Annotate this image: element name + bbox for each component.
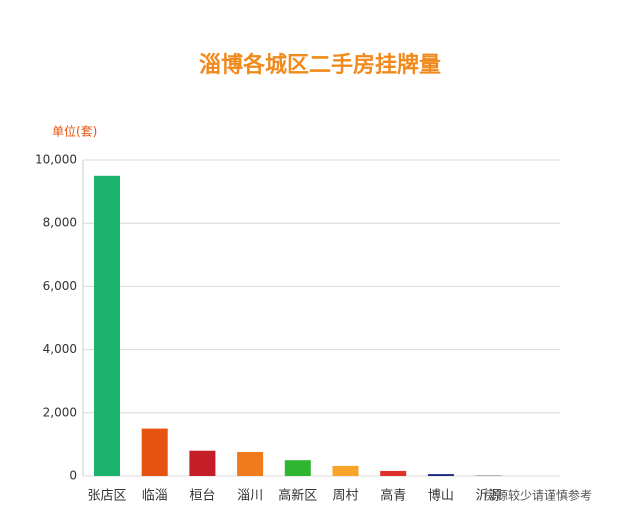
x-tick-label: 高新区 bbox=[278, 488, 317, 504]
bar bbox=[237, 451, 264, 476]
bar bbox=[380, 470, 407, 476]
y-tick-label: 0 bbox=[69, 469, 77, 483]
chart-title: 淄博各城区二手房挂牌量 bbox=[199, 52, 441, 78]
x-tick-label: 临淄 bbox=[142, 489, 168, 504]
y-tick-label: 4,000 bbox=[43, 342, 77, 356]
x-tick-label: 桓台 bbox=[189, 489, 215, 504]
x-tick-label: 高青 bbox=[380, 488, 406, 504]
annotation: 房源较少请谨慎参考 bbox=[484, 488, 592, 503]
y-tick-label: 6,000 bbox=[43, 279, 77, 293]
bar bbox=[189, 450, 216, 476]
y-tick-label: 2,000 bbox=[43, 405, 77, 419]
x-tick-label: 周村 bbox=[332, 489, 358, 504]
x-tick-label: 博山 bbox=[428, 489, 454, 504]
bar bbox=[94, 175, 120, 477]
x-tick-label: 张店区 bbox=[87, 489, 126, 504]
y-axis-label: 单位(套) bbox=[52, 124, 97, 139]
bar bbox=[284, 460, 311, 476]
bar bbox=[475, 475, 502, 476]
bar bbox=[427, 474, 454, 476]
x-tick-label: 淄川 bbox=[237, 489, 263, 504]
bar bbox=[141, 428, 168, 476]
y-tick-label: 8,000 bbox=[43, 216, 77, 230]
y-tick-label: 10,000 bbox=[35, 153, 77, 167]
bar bbox=[332, 465, 359, 476]
x-tick-label: 沂源 bbox=[476, 489, 502, 504]
